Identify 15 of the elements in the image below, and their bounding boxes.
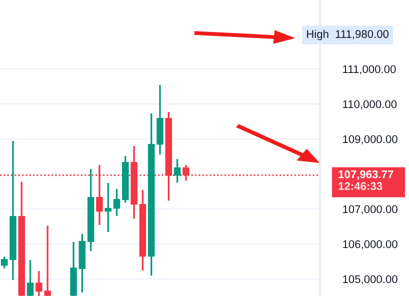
y-tick-label: 111,000.00 — [343, 65, 396, 74]
y-tick-label: 107,000.00 — [343, 205, 398, 214]
text: 111,980.00 — [336, 30, 389, 40]
ref-line-label: 107,963.77 — [338, 170, 394, 180]
candlestick — [26, 259, 34, 296]
candlestick — [0, 256, 8, 270]
y-tick-label: 110,000.00 — [343, 100, 397, 110]
annotation: High — [307, 30, 328, 40]
y-tick-label: 106,000.00 — [343, 240, 398, 250]
candlestick — [104, 182, 112, 233]
text: 12:46:33 — [338, 182, 382, 190]
y-tick-label: 105,000.00 — [343, 275, 398, 284]
candlestick — [113, 188, 120, 217]
candlestick — [174, 158, 181, 184]
y-tick-label: 109,000.00 — [343, 135, 398, 144]
